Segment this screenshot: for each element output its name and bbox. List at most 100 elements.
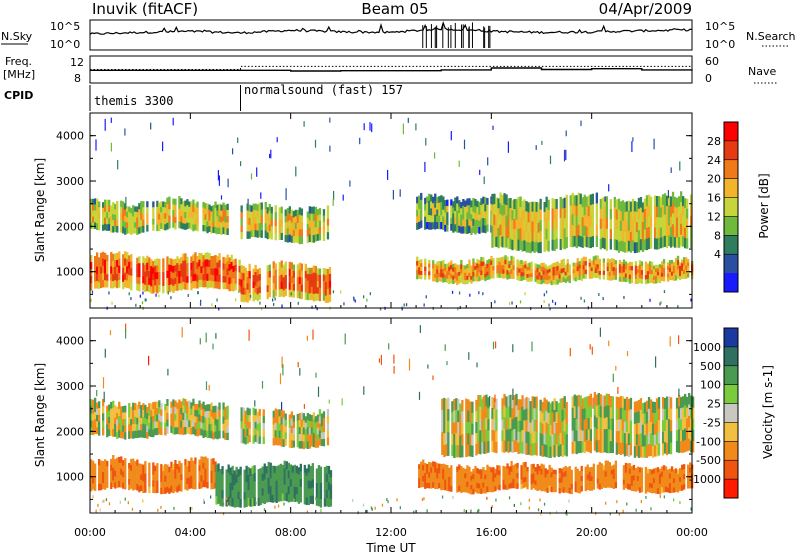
echo-cell — [232, 259, 235, 267]
echo-cell — [314, 293, 317, 301]
ground-scatter-cell — [210, 495, 212, 499]
echo-cell — [434, 270, 437, 275]
echo-cell — [545, 433, 548, 446]
echo-cell — [152, 468, 155, 475]
y-tick-label: 1000 — [56, 266, 84, 279]
sparse-echo-cell — [424, 161, 426, 173]
echo-cell — [505, 407, 508, 419]
echo-cell — [192, 254, 195, 262]
echo-cell — [525, 241, 528, 253]
echo-cell — [593, 438, 596, 451]
echo-cell — [667, 396, 671, 409]
echo-cell — [124, 458, 127, 465]
echo-cell — [531, 211, 534, 222]
echo-cell — [434, 461, 437, 468]
echo-cell — [452, 226, 455, 233]
echo-cell — [277, 472, 280, 481]
echo-cell — [436, 277, 439, 283]
frequency-trace — [90, 67, 693, 72]
sparse-echo-cell — [655, 356, 657, 368]
echo-cell — [541, 423, 544, 435]
echo-cell — [584, 476, 587, 482]
echo-cell — [198, 280, 201, 288]
echo-cell — [658, 271, 662, 276]
echo-cell — [150, 259, 153, 267]
echo-cell — [602, 266, 605, 272]
echo-cell — [536, 469, 539, 476]
sparse-echo-cell — [279, 373, 282, 385]
echo-cell — [457, 399, 460, 412]
echo-cell — [530, 273, 533, 278]
echo-cell — [659, 197, 663, 208]
echo-cell — [680, 213, 683, 225]
echo-cell — [142, 464, 145, 471]
echo-cell — [164, 218, 167, 225]
echo-cell — [502, 269, 505, 275]
echo-cell — [134, 478, 137, 485]
echo-cell — [603, 227, 606, 239]
echo-cell — [476, 478, 479, 484]
echo-cell — [118, 468, 121, 476]
echo-cell — [674, 271, 678, 277]
echo-cell — [208, 424, 211, 432]
echo-cell — [502, 265, 505, 270]
echo-cell — [492, 258, 495, 263]
echo-cell — [116, 260, 119, 268]
echo-cell — [633, 211, 637, 223]
echo-cell — [295, 480, 298, 488]
echo-cell — [164, 481, 167, 488]
echo-cell — [424, 275, 427, 280]
echo-cell — [516, 275, 519, 281]
echo-cell — [509, 218, 512, 229]
echo-cell — [222, 227, 225, 234]
echo-cell — [300, 412, 303, 421]
echo-cell — [136, 277, 139, 285]
echo-cell — [602, 274, 605, 280]
echo-cell — [326, 289, 330, 297]
ground-scatter-cell — [311, 305, 313, 309]
echo-cell — [478, 227, 481, 234]
echo-cell — [515, 198, 518, 210]
echo-cell — [623, 212, 627, 223]
echo-cell — [635, 212, 639, 223]
echo-cell — [288, 427, 291, 435]
echo-cell — [527, 242, 530, 253]
echo-cell — [662, 259, 666, 264]
ground-scatter-cell — [663, 290, 666, 294]
echo-cell — [621, 419, 625, 432]
echo-cell — [90, 406, 93, 414]
echo-cell — [218, 227, 221, 234]
echo-cell — [667, 407, 671, 420]
echo-cell — [560, 477, 563, 484]
echo-cell — [451, 444, 454, 457]
echo-cell — [523, 398, 526, 411]
echo-cell — [595, 224, 598, 237]
echo-cell — [270, 232, 273, 240]
sparse-echo-cell — [599, 327, 601, 337]
echo-cell — [667, 225, 671, 237]
echo-cell — [492, 266, 495, 271]
echo-cell — [156, 206, 159, 214]
ground-scatter-cell — [690, 298, 692, 302]
echo-cell — [452, 271, 455, 277]
echo-cell — [104, 273, 107, 281]
echo-cell — [322, 287, 326, 295]
echo-cell — [233, 492, 236, 501]
echo-cell — [316, 274, 320, 282]
echo-cell — [692, 440, 695, 453]
echo-cell — [124, 412, 127, 420]
echo-cell — [218, 430, 221, 439]
echo-cell — [547, 446, 550, 458]
echo-cell — [256, 210, 259, 218]
echo-cell — [122, 207, 125, 215]
echo-cell — [674, 275, 678, 281]
echo-cell — [617, 209, 621, 221]
echo-cell — [498, 273, 501, 278]
echo-cell — [170, 461, 173, 469]
echo-cell — [452, 219, 455, 227]
echo-cell — [108, 416, 111, 424]
echo-cell — [204, 219, 207, 226]
echo-cell — [156, 414, 159, 422]
echo-cell — [524, 476, 527, 483]
echo-cell — [128, 463, 131, 469]
